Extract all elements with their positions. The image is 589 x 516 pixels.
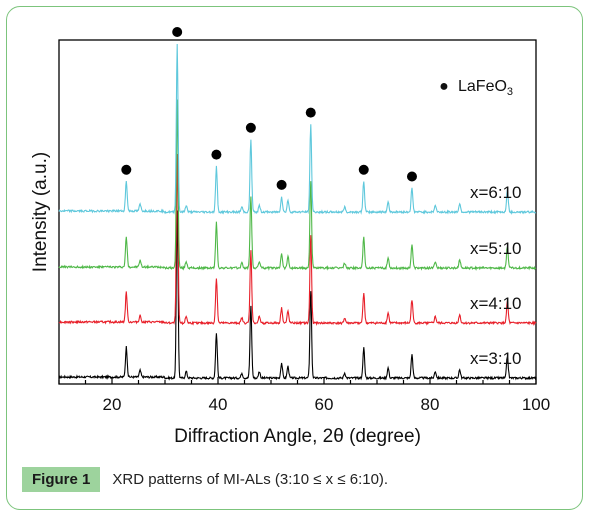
legend-label-sub: 3 bbox=[507, 86, 513, 98]
peak-markers bbox=[121, 27, 417, 190]
series-labels: x=3:10 x=4:10 x=5:10 x=6:10 bbox=[470, 183, 522, 368]
figure-frame bbox=[6, 6, 583, 510]
series-group bbox=[58, 43, 537, 381]
x-tick-label: 40 bbox=[209, 395, 228, 414]
y-axis-label: Intensity (a.u.) bbox=[30, 152, 51, 272]
figure-label: Figure 1 bbox=[22, 466, 101, 492]
peak-marker bbox=[358, 164, 369, 175]
peak-marker bbox=[406, 171, 417, 182]
series-label: x=3:10 bbox=[470, 349, 522, 368]
peak-marker bbox=[245, 122, 256, 133]
peak-marker bbox=[276, 179, 287, 190]
series-line bbox=[58, 210, 537, 381]
x-tick-label: 100 bbox=[522, 395, 550, 414]
series-label: x=5:10 bbox=[470, 239, 522, 258]
series-label: x=4:10 bbox=[470, 294, 522, 313]
x-ticks: 20 40 60 80 100 bbox=[58, 377, 550, 414]
series-line bbox=[58, 99, 537, 271]
figure-caption: Figure 1 XRD patterns of MI-ALs (3:10 ≤ … bbox=[22, 466, 388, 492]
figure-caption-text: XRD patterns of MI-ALs (3:10 ≤ x ≤ 6:10)… bbox=[112, 470, 389, 488]
legend-label-main: LaFeO bbox=[458, 78, 507, 95]
peak-marker bbox=[305, 107, 316, 118]
legend-marker: ● bbox=[439, 78, 449, 95]
x-tick-label: 80 bbox=[421, 395, 440, 414]
x-tick-label: 60 bbox=[315, 395, 334, 414]
peak-marker bbox=[211, 149, 222, 160]
series-label: x=6:10 bbox=[470, 183, 522, 202]
peak-marker bbox=[172, 27, 183, 37]
series-line bbox=[58, 153, 537, 327]
x-tick-label: 20 bbox=[103, 395, 122, 414]
x-axis-label: Diffraction Angle, 2θ (degree) bbox=[174, 426, 421, 447]
peak-marker bbox=[121, 164, 132, 175]
legend-label: LaFeO3 bbox=[458, 78, 513, 98]
series-line bbox=[58, 43, 537, 215]
